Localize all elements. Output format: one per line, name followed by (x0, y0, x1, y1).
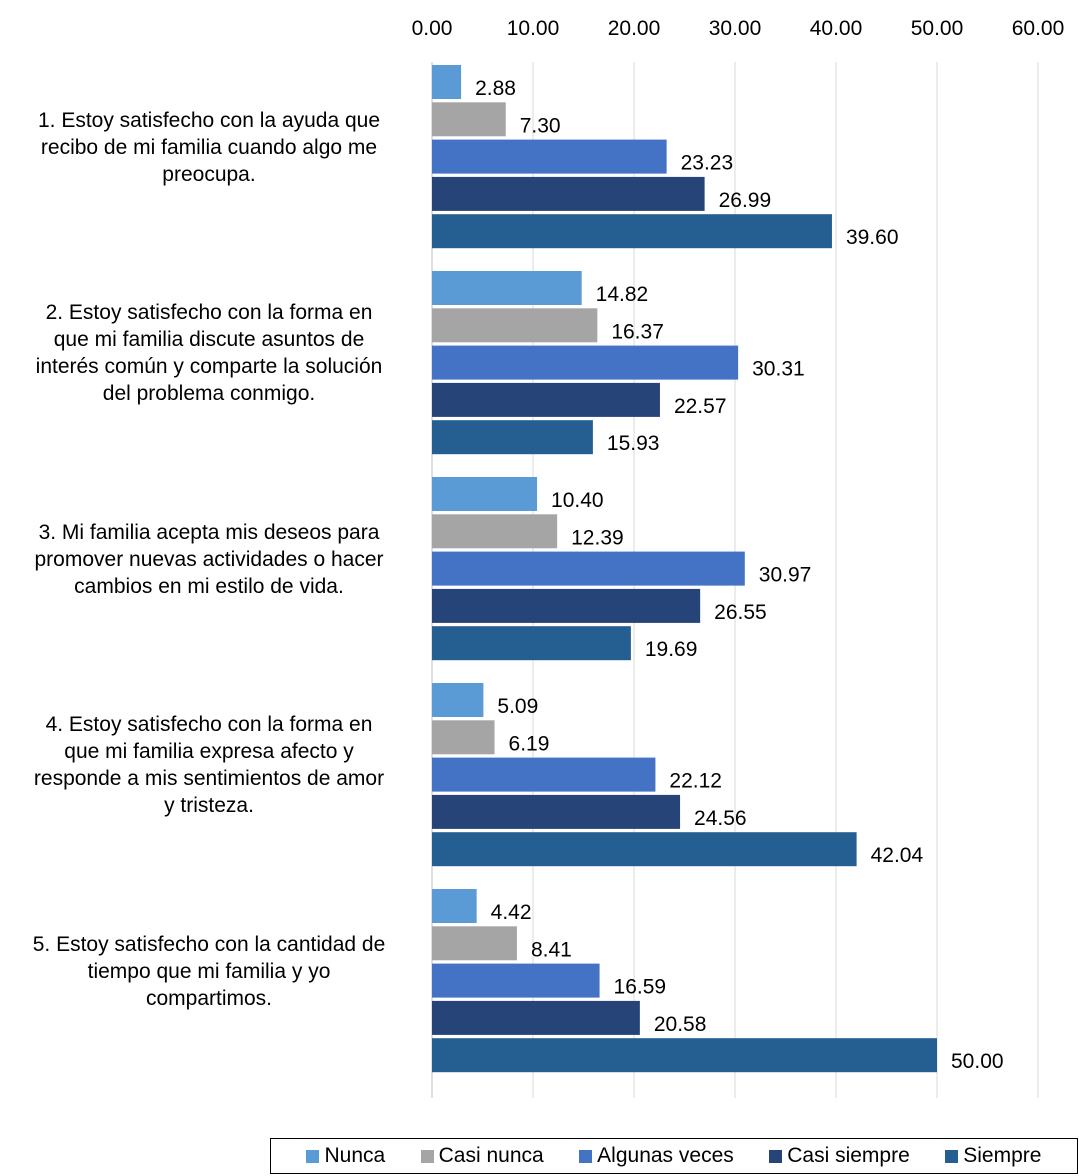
legend-item: Nunca (306, 1144, 385, 1168)
legend-swatch (945, 1149, 959, 1163)
x-axis-tick-labels: 0.00 10.00 20.00 30.00 40.00 50.00 60.00 (412, 17, 1065, 40)
bar (432, 514, 558, 549)
category-label: 5. Estoy satisfecho con la cantidad de ti… (0, 931, 418, 1012)
category-label-line: 1. Estoy satisfecho con la ayuda que (37, 108, 381, 132)
data-label: 8.41 (531, 938, 572, 961)
x-tick-label: 60.00 (1012, 17, 1065, 40)
data-label: 5.09 (497, 695, 538, 718)
data-label: 12.39 (571, 526, 624, 549)
category-label-line: que mi familia expresa afecto y (64, 740, 354, 763)
legend-label: Siempre (963, 1144, 1042, 1167)
data-label: 22.12 (669, 770, 722, 793)
bar (432, 551, 745, 586)
data-label: 26.55 (714, 601, 767, 624)
legend-swatch (769, 1149, 783, 1163)
data-label: 14.82 (596, 283, 649, 306)
bar (432, 176, 705, 211)
bar (432, 308, 598, 343)
category-label-line: interés común y comparte la solución (35, 355, 383, 378)
x-tick-label: 10.00 (507, 17, 560, 40)
bar (432, 1000, 640, 1035)
x-tick-label: 40.00 (810, 17, 863, 40)
bar (432, 626, 631, 661)
legend-label: Casi siempre (787, 1144, 910, 1167)
data-label: 39.60 (846, 226, 899, 249)
bar (432, 139, 667, 174)
legend-label: Algunas veces (597, 1144, 734, 1167)
bar (432, 477, 538, 511)
data-label: 26.99 (719, 189, 772, 212)
bar (432, 926, 517, 961)
bar (432, 214, 832, 249)
bar (432, 382, 660, 417)
data-label: 30.31 (752, 358, 805, 381)
x-tick-label: 0.00 (412, 17, 453, 40)
data-label: 23.23 (681, 152, 734, 175)
legend-label: Casi nunca (438, 1144, 544, 1167)
category-label-line: 4. Estoy satisfecho con la forma en (45, 713, 373, 736)
category-label-line: responde a mis sentimientos de amor (33, 767, 385, 790)
category-label-line: 3. Mi familia acepta mis deseos para (38, 520, 380, 544)
data-label: 24.56 (694, 807, 747, 830)
category-label-line: del problema conmigo. (102, 382, 316, 405)
category-label-line: 5. Estoy satisfecho con la cantidad de (32, 932, 386, 956)
bar (432, 832, 857, 867)
legend-item: Casi nunca (420, 1144, 544, 1168)
legend-item: Siempre (945, 1144, 1041, 1168)
data-label: 16.59 (614, 976, 667, 999)
data-label: 30.97 (759, 564, 812, 587)
category-label-line: cambios en mi estilo de vida. (74, 574, 344, 598)
data-label: 50.00 (951, 1050, 1004, 1073)
bar (432, 345, 739, 380)
bar (432, 271, 582, 305)
bars (432, 65, 937, 1073)
category-label: 1. Estoy satisfecho con la ayuda que reci… (0, 107, 418, 188)
data-label: 16.37 (611, 320, 664, 343)
category-label-line: tiempo que mi familia y yo (87, 959, 331, 983)
category-label: 4. Estoy satisfecho con la forma en que m… (0, 711, 418, 819)
category-label-line: y tristeza. (164, 794, 254, 817)
bar (432, 889, 477, 923)
data-label: 42.04 (871, 844, 924, 867)
category-label-line: que mi familia discute asuntos de (53, 328, 365, 351)
category-label: 3. Mi familia acepta mis deseos para prom… (0, 519, 418, 600)
legend-item: Casi siempre (769, 1144, 910, 1168)
x-tick-label: 50.00 (911, 17, 964, 40)
data-labels: 2.887.30 23.23 26.99 39.60 14.82 16.37 30.31 22… (475, 77, 1003, 1073)
data-label: 2.88 (475, 77, 516, 100)
category-label-line: compartimos. (145, 986, 273, 1010)
bar (432, 794, 681, 829)
legend-swatch (420, 1149, 434, 1163)
legend-label: Nunca (324, 1144, 386, 1167)
data-label: 10.40 (551, 489, 604, 512)
data-label: 6.19 (509, 732, 550, 755)
bar (432, 757, 656, 792)
bar (432, 963, 600, 998)
bar (432, 683, 484, 717)
bar (432, 720, 495, 755)
data-label: 15.93 (607, 432, 660, 455)
bar (432, 1038, 937, 1073)
data-label: 22.57 (674, 395, 727, 418)
data-label: 7.30 (520, 114, 561, 137)
category-label: 2. Estoy satisfecho con la forma en que m… (0, 299, 418, 407)
legend: Nunca Casi nunca Algunas veces Casi siempre… (270, 1138, 1078, 1174)
legend-item: Algunas veces (579, 1144, 734, 1168)
category-label-line: recibo de mi familia cuando algo me (40, 135, 378, 159)
bar (432, 102, 506, 137)
category-label-line: preocupa. (162, 162, 256, 186)
bar (432, 65, 462, 99)
data-label: 4.42 (491, 901, 532, 924)
data-label: 19.69 (645, 638, 698, 661)
legend-swatch (579, 1149, 593, 1163)
bar (432, 588, 701, 623)
bar (432, 420, 593, 455)
category-label-line: 2. Estoy satisfecho con la forma en (45, 301, 373, 324)
data-label: 20.58 (654, 1013, 707, 1036)
x-tick-label: 30.00 (709, 17, 762, 40)
legend-swatch (306, 1149, 320, 1163)
category-label-line: promover nuevas actividades o hacer (34, 547, 384, 571)
x-tick-label: 20.00 (608, 17, 661, 40)
